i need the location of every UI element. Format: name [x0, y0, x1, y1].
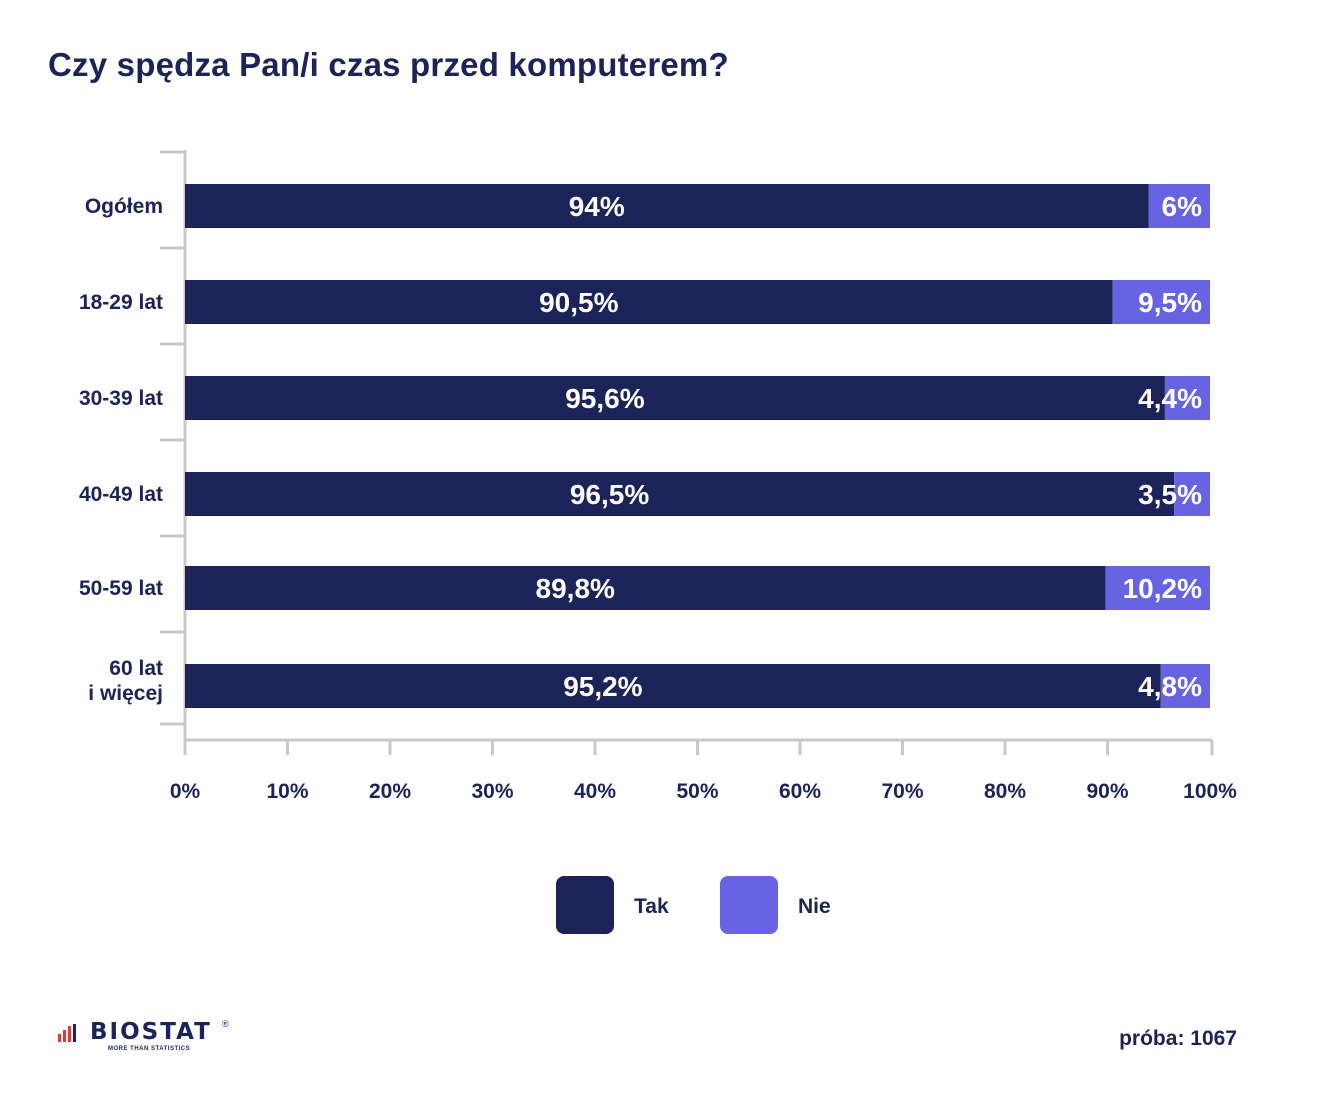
data-label-tak: 96,5%	[570, 479, 649, 510]
bar-segment-nie	[1160, 664, 1210, 708]
x-tick-label: 70%	[881, 780, 923, 803]
bar-segment-nie	[1148, 184, 1210, 228]
data-label-tak: 94%	[569, 191, 625, 222]
data-label-nie: 3,5%	[1138, 479, 1202, 510]
bar-segment-nie	[1112, 280, 1210, 324]
data-label-tak: 89,8%	[536, 573, 615, 604]
bar-segment-tak	[185, 566, 1106, 610]
category-label: 30-39 lat	[79, 387, 163, 410]
data-label-nie: 6%	[1162, 191, 1203, 222]
data-label-nie: 9,5%	[1138, 287, 1202, 318]
x-tick-label: 90%	[1086, 780, 1128, 803]
category-label: 60 lat	[109, 657, 163, 680]
bar-segment-tak	[185, 184, 1149, 228]
x-tick-label: 100%	[1183, 780, 1237, 803]
data-label-tak: 90,5%	[539, 287, 618, 318]
data-label-tak: 95,2%	[563, 671, 642, 702]
x-tick-label: 50%	[676, 780, 718, 803]
x-tick-label: 10%	[266, 780, 308, 803]
legend-label-nie: Nie	[798, 895, 831, 918]
category-label: Ogółem	[85, 195, 163, 218]
logo-tagline: MORE THAN STATISTICS	[108, 1046, 191, 1052]
data-label-tak: 95,6%	[565, 383, 644, 414]
data-label-nie: 4,8%	[1138, 671, 1202, 702]
data-label-nie: 4,4%	[1138, 383, 1202, 414]
legend-swatch-nie	[720, 876, 778, 934]
biostat-logo: BIOSTAT ® MORE THAN STATISTICS	[58, 1019, 229, 1052]
x-tick-label: 40%	[574, 780, 616, 803]
category-label: 50-59 lat	[79, 577, 163, 600]
bar-segment-tak	[185, 472, 1175, 516]
bar-segment-nie	[1105, 566, 1210, 610]
x-tick-label: 80%	[984, 780, 1026, 803]
logo-name: BIOSTAT	[90, 1019, 212, 1045]
legend-label-tak: Tak	[634, 895, 669, 918]
bar-segment-nie	[1164, 376, 1210, 420]
data-label-nie: 10,2%	[1123, 573, 1202, 604]
bar-chart-logo-icon	[58, 1024, 76, 1042]
x-tick-label: 30%	[471, 780, 513, 803]
category-label: 18-29 lat	[79, 291, 163, 314]
chart-title: Czy spędza Pan/i czas przed komputerem?	[48, 46, 729, 83]
x-tick-label: 20%	[369, 780, 411, 803]
bar-segment-tak	[185, 664, 1161, 708]
bar-segment-nie	[1174, 472, 1210, 516]
stacked-bar-chart: 0% 10% 20% 30% 40% 50% 60% 70% 80% 90% 100% 94% 6% Og…	[79, 150, 1237, 934]
logo-registered: ®	[222, 1019, 229, 1029]
bar-segment-tak	[185, 376, 1165, 420]
category-label: 40-49 lat	[79, 483, 163, 506]
bar-segment-tak	[185, 280, 1113, 324]
x-tick-label: 60%	[779, 780, 821, 803]
x-tick-label: 0%	[170, 780, 201, 803]
legend-swatch-tak	[556, 876, 614, 934]
sample-size: próba: 1067	[1119, 1027, 1237, 1050]
category-label: i więcej	[88, 682, 163, 705]
